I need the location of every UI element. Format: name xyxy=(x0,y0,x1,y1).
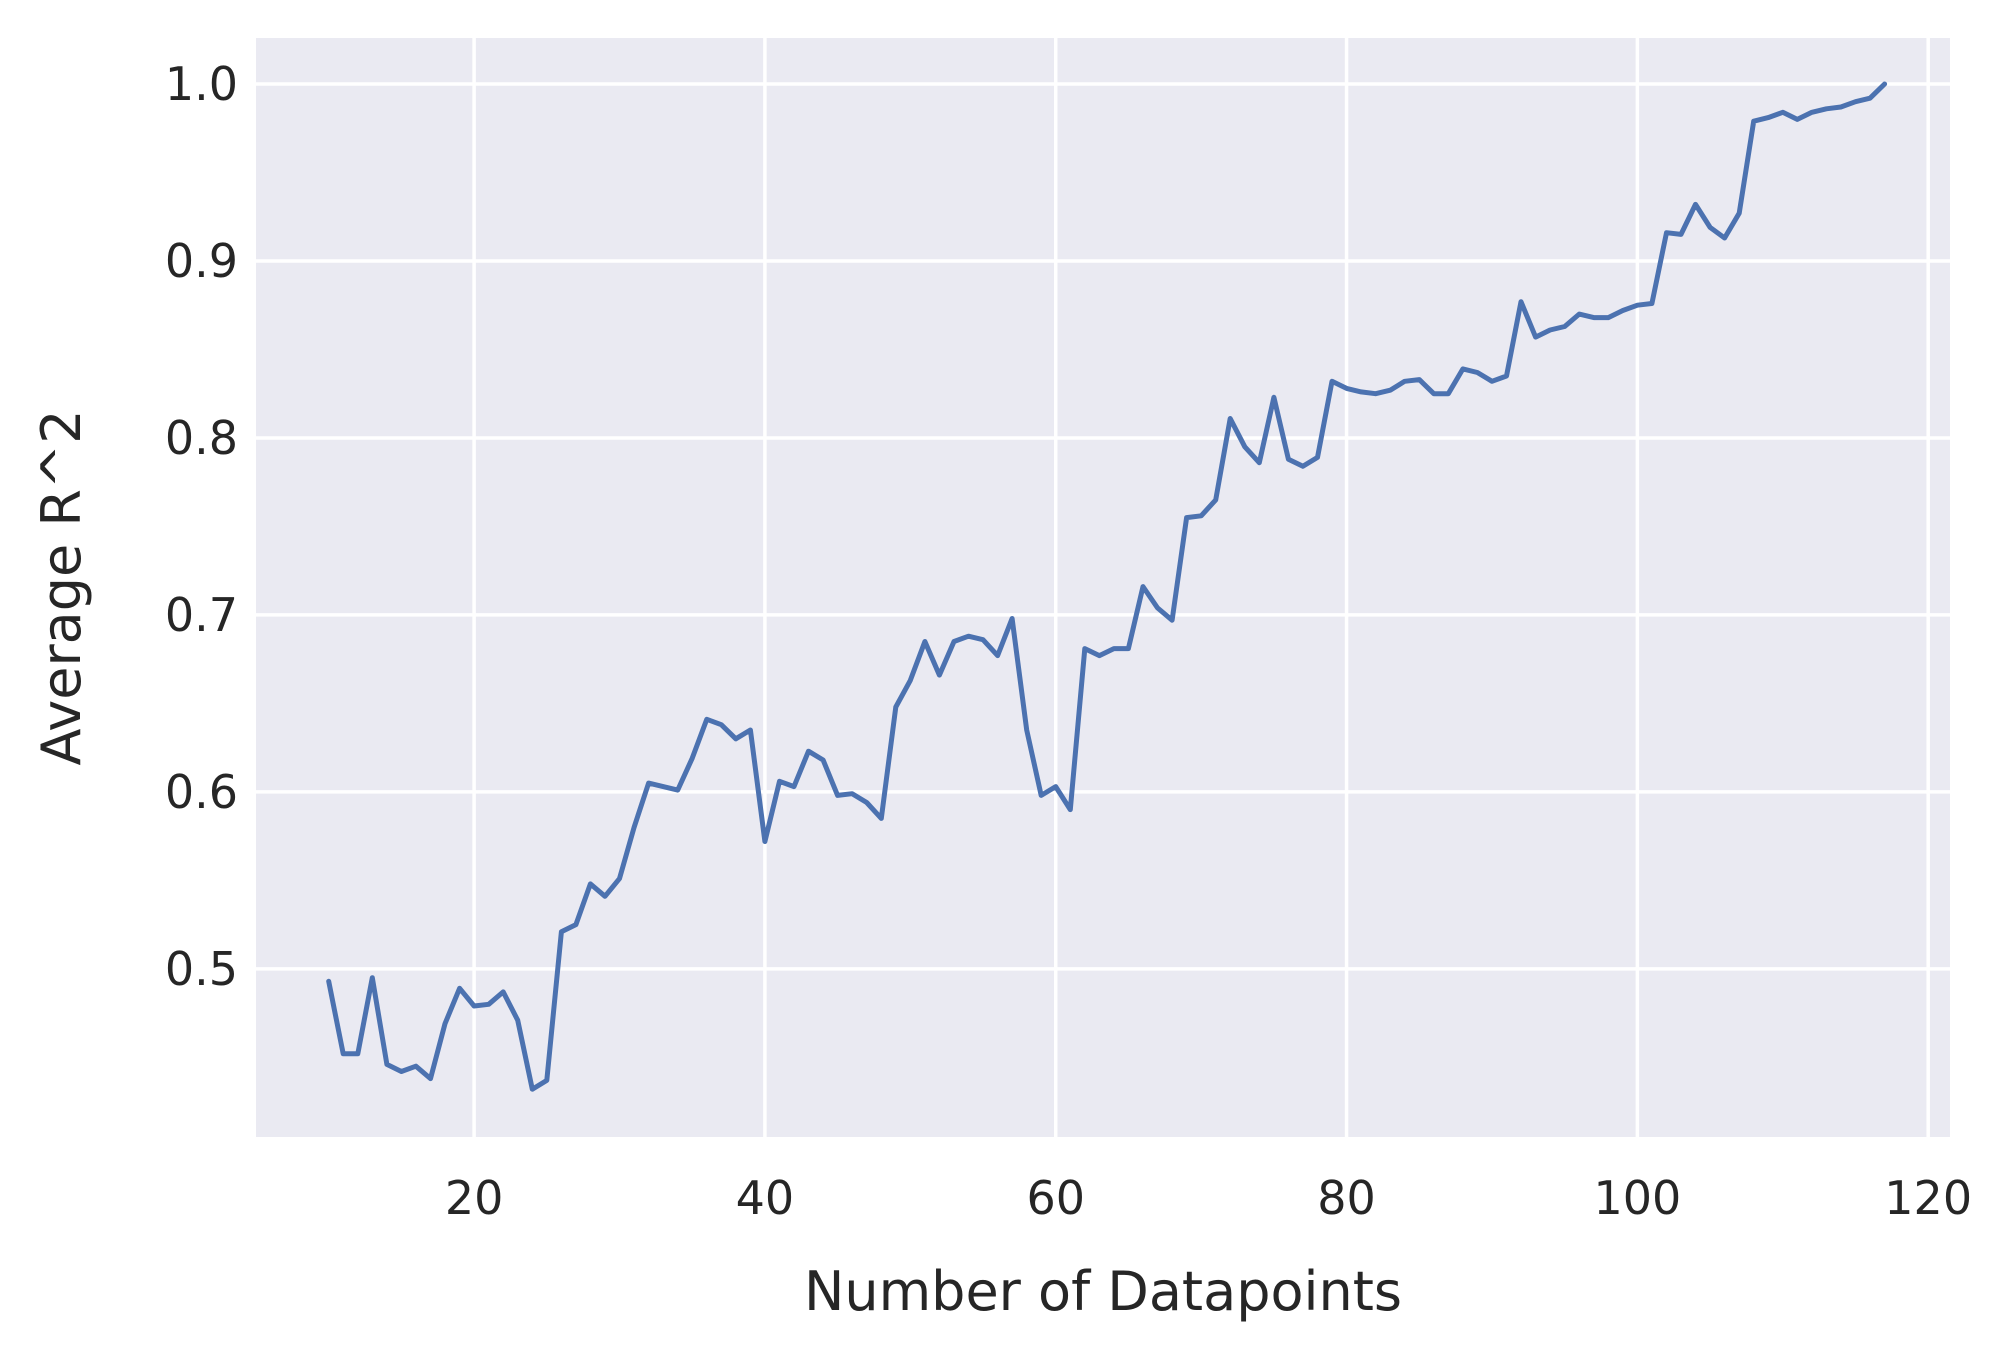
plot-background xyxy=(256,38,1950,1137)
series-line xyxy=(326,81,1888,1092)
y-axis-label: Average R^2 xyxy=(30,409,93,765)
y-tick-label: 0.5 xyxy=(165,942,238,996)
y-tick-label: 0.9 xyxy=(165,234,238,288)
y-tick-label: 0.8 xyxy=(165,411,238,465)
x-tick-label: 40 xyxy=(736,1171,795,1225)
y-tick-labels: 0.5 0.6 0.7 0.8 0.9 1.0 xyxy=(165,57,238,996)
x-tick-label: 100 xyxy=(1593,1171,1681,1225)
x-tick-labels: 20 40 60 80 100 120 xyxy=(445,1171,1972,1225)
y-tick-label: 1.0 xyxy=(165,57,238,111)
vertical-gridlines xyxy=(472,38,1930,1137)
x-tick-label: 80 xyxy=(1317,1171,1376,1225)
x-tick-label: 60 xyxy=(1026,1171,1085,1225)
x-axis-label: Number of Datapoints xyxy=(804,1260,1402,1323)
x-tick-label: 120 xyxy=(1884,1171,1972,1225)
x-tick-label: 20 xyxy=(445,1171,504,1225)
y-tick-label: 0.7 xyxy=(165,588,238,642)
y-tick-label: 0.6 xyxy=(165,765,238,819)
horizontal-gridlines xyxy=(256,82,1950,971)
